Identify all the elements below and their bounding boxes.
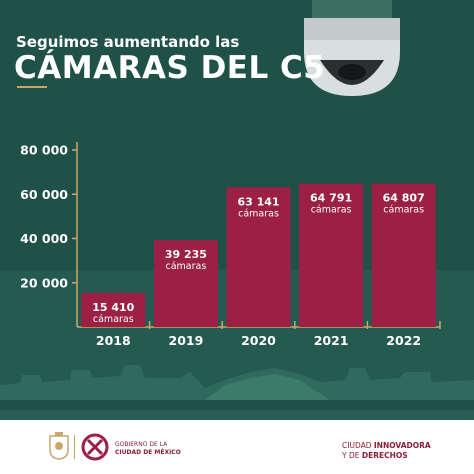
x-tick-label: 2019 <box>169 333 204 348</box>
data-label-unit: cámaras <box>311 205 352 216</box>
data-label-unit: cámaras <box>165 261 206 272</box>
slogan-line-1: CIUDAD INNOVADORA <box>342 441 431 451</box>
bar <box>226 187 291 327</box>
header-subtitle: Seguimos aumentando las <box>16 33 240 51</box>
data-label-unit: cámaras <box>383 205 424 216</box>
data-label-unit: cámaras <box>238 208 279 219</box>
bar <box>81 292 146 327</box>
city-slogan: CIUDAD INNOVADORA Y DE DERECHOS <box>342 441 431 461</box>
x-tick-label: 2022 <box>386 333 421 348</box>
government-name: GOBIERNO DE LA CIUDAD DE MÉXICO <box>115 441 181 457</box>
footer-band <box>0 410 474 420</box>
gov-line-2: CIUDAD DE MÉXICO <box>115 449 181 456</box>
y-tick-label: 40 000 <box>20 231 68 246</box>
footer-divider <box>74 435 75 459</box>
coat-of-arms-icon <box>49 432 69 460</box>
y-tick-label: 80 000 <box>20 143 68 158</box>
data-label-value: 15 410 <box>92 301 134 314</box>
data-label-value: 39 235 <box>165 248 207 261</box>
x-tick-label: 2021 <box>314 333 349 348</box>
slogan-line-2-a: Y DE <box>342 451 362 460</box>
data-label-unit: cámaras <box>93 314 134 325</box>
security-camera-icon <box>304 0 400 96</box>
bar <box>153 240 218 327</box>
gov-line-1: GOBIERNO DE LA <box>115 441 168 448</box>
y-tick-label: 60 000 <box>20 187 68 202</box>
x-tick-label: 2018 <box>96 333 131 348</box>
slogan-line-1-a: CIUDAD <box>342 441 374 450</box>
header-title: CÁMARAS DEL C5 <box>14 50 326 86</box>
bar <box>371 183 436 327</box>
title-underline <box>17 86 47 88</box>
footer <box>0 420 474 474</box>
data-label-value: 63 141 <box>237 195 279 208</box>
y-tick-label: 20 000 <box>20 275 68 290</box>
cdmx-logo-icon <box>81 433 109 461</box>
x-tick-label: 2020 <box>241 333 276 348</box>
data-label-value: 64 807 <box>383 192 425 205</box>
slogan-line-2: Y DE DERECHOS <box>342 451 431 461</box>
slogan-line-1-b: INNOVADORA <box>373 441 431 450</box>
bar <box>299 183 364 327</box>
slogan-line-2-b: DERECHOS <box>361 451 408 460</box>
data-label-value: 64 791 <box>310 192 352 205</box>
